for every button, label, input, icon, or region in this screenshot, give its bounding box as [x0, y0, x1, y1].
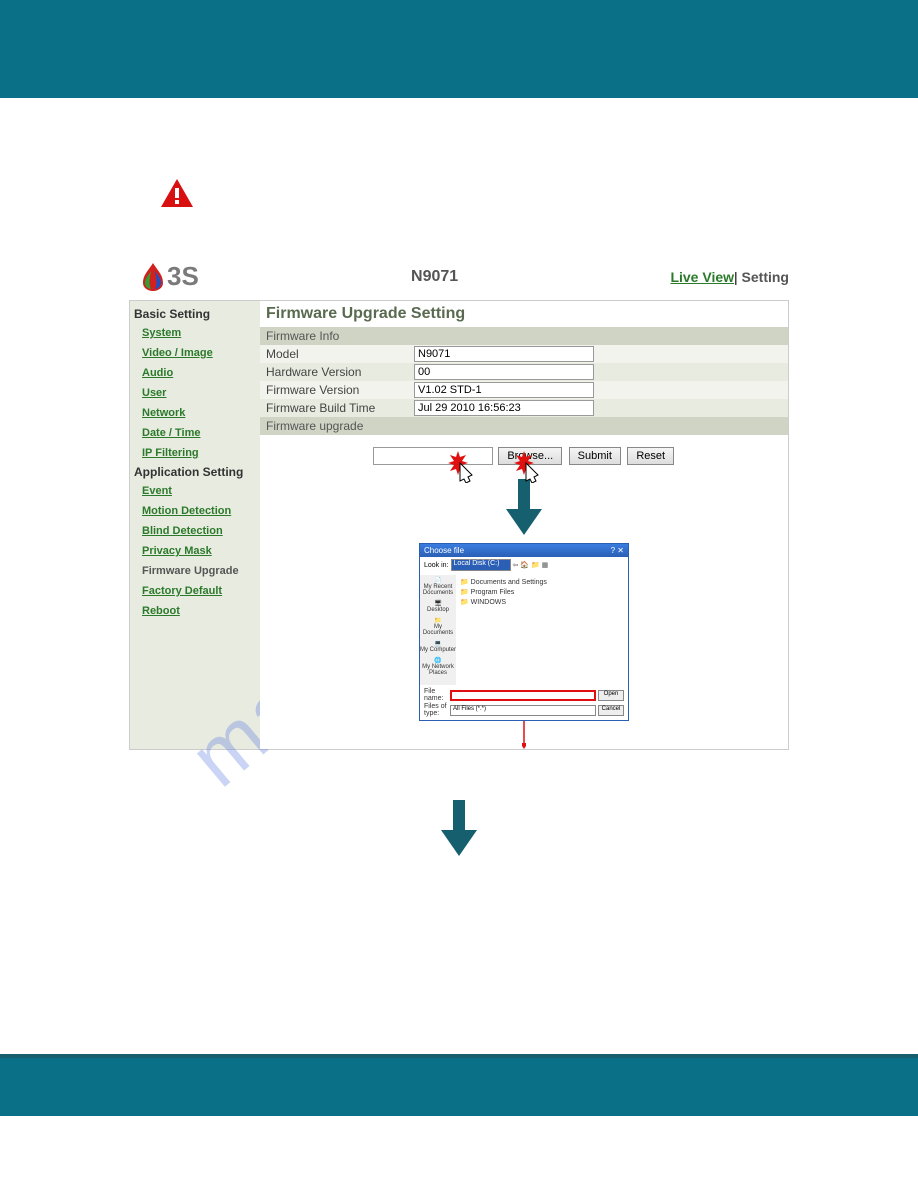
- firmware-upgrade-screenshot: manualshive.com 3S N9071 Live View| Sett…: [129, 253, 789, 856]
- value-build-time[interactable]: [414, 400, 594, 416]
- side-mycomputer[interactable]: 💻My Computer: [420, 640, 456, 653]
- info-row-build-time: Firmware Build Time: [260, 399, 788, 417]
- label-fw-version: Firmware Version: [260, 381, 410, 399]
- cursor-star-icon: [446, 449, 480, 483]
- main-panel: Firmware Upgrade Setting Firmware Info M…: [260, 301, 788, 749]
- top-banner: [0, 0, 918, 98]
- sidebar-item-audio[interactable]: Audio: [134, 363, 256, 383]
- filename-field[interactable]: [450, 690, 596, 701]
- sidebar-item-privacy-mask[interactable]: Privacy Mask: [134, 541, 256, 561]
- sidebar-item-firmware-upgrade[interactable]: Firmware Upgrade: [134, 561, 256, 581]
- label-model: Model: [260, 345, 410, 363]
- logo-flame-icon: [143, 263, 163, 291]
- warning-icon: [160, 178, 194, 213]
- file-open-dialog: Choose file? ✕ Look in: Local Disk (C:) …: [419, 543, 629, 721]
- page-title: Firmware Upgrade Setting: [260, 301, 788, 327]
- info-row-hw-version: Hardware Version: [260, 363, 788, 381]
- bottom-banner: [0, 1054, 918, 1116]
- sidebar-item-motion-detection[interactable]: Motion Detection: [134, 501, 256, 521]
- sidebar-item-date-time[interactable]: Date / Time: [134, 423, 256, 443]
- firmware-info-heading: Firmware Info: [260, 327, 788, 345]
- sidebar-item-ip-filtering[interactable]: IP Filtering: [134, 443, 256, 463]
- link-separator: |: [734, 269, 742, 285]
- live-view-link[interactable]: Live View: [670, 269, 734, 285]
- warning-section: [160, 178, 868, 213]
- model-heading: N9071: [199, 268, 671, 286]
- label-hw-version: Hardware Version: [260, 363, 410, 381]
- label-build-time: Firmware Build Time: [260, 399, 410, 417]
- sidebar-item-user[interactable]: User: [134, 383, 256, 403]
- folder-list[interactable]: 📁 Documents and Settings 📁 Program Files…: [460, 577, 624, 607]
- setting-link[interactable]: Setting: [742, 269, 789, 285]
- sidebar-item-factory-default[interactable]: Factory Default: [134, 581, 256, 601]
- side-mydocs[interactable]: 📁My Documents: [420, 617, 456, 636]
- logo-text: 3S: [167, 261, 199, 292]
- lookin-label: Look in:: [424, 562, 449, 569]
- header-links: Live View| Setting: [670, 269, 789, 285]
- side-recent[interactable]: 📄My Recent Documents: [420, 577, 456, 596]
- sidebar-item-reboot[interactable]: Reboot: [134, 601, 256, 621]
- firmware-upgrade-heading: Firmware upgrade: [260, 417, 788, 435]
- filename-label: File name:: [424, 688, 450, 702]
- submit-button[interactable]: Submit: [569, 447, 621, 465]
- value-fw-version[interactable]: [414, 382, 594, 398]
- dialog-title: Choose file: [424, 546, 464, 555]
- sidebar-item-blind-detection[interactable]: Blind Detection: [134, 521, 256, 541]
- sidebar-item-video-image[interactable]: Video / Image: [134, 343, 256, 363]
- sidebar-basic-heading: Basic Setting: [134, 305, 256, 323]
- value-hw-version[interactable]: [414, 364, 594, 380]
- dialog-sidebar: 📄My Recent Documents 🖥Desktop 📁My Docume…: [420, 575, 456, 685]
- arrow-down-icon: [506, 479, 542, 535]
- open-button[interactable]: Open: [598, 690, 624, 701]
- arrow-down-icon: [441, 800, 477, 856]
- cursor-star-icon: [512, 449, 546, 483]
- nav-icons[interactable]: ⇦ 🏠 📁 ▦: [513, 561, 549, 569]
- cancel-button[interactable]: Cancel: [598, 705, 624, 716]
- settings-sidebar: Basic Setting System Video / Image Audio…: [130, 301, 260, 749]
- lookin-dropdown[interactable]: Local Disk (C:): [451, 559, 511, 571]
- info-row-model: Model: [260, 345, 788, 363]
- filetype-label: Files of type:: [424, 703, 450, 717]
- sidebar-item-event[interactable]: Event: [134, 481, 256, 501]
- side-desktop[interactable]: 🖥Desktop: [427, 600, 449, 613]
- dialog-close-icon[interactable]: ? ✕: [611, 546, 624, 555]
- sidebar-item-network[interactable]: Network: [134, 403, 256, 423]
- reset-button[interactable]: Reset: [627, 447, 674, 465]
- sidebar-item-system[interactable]: System: [134, 323, 256, 343]
- brand-logo: 3S: [143, 261, 199, 292]
- info-row-fw-version: Firmware Version: [260, 381, 788, 399]
- sidebar-app-heading: Application Setting: [134, 463, 256, 481]
- value-model[interactable]: [414, 346, 594, 362]
- side-network[interactable]: 🌐My Network Places: [420, 657, 456, 676]
- dialog-titlebar: Choose file ? ✕: [420, 544, 628, 557]
- filetype-field[interactable]: All Files (*.*): [450, 705, 596, 716]
